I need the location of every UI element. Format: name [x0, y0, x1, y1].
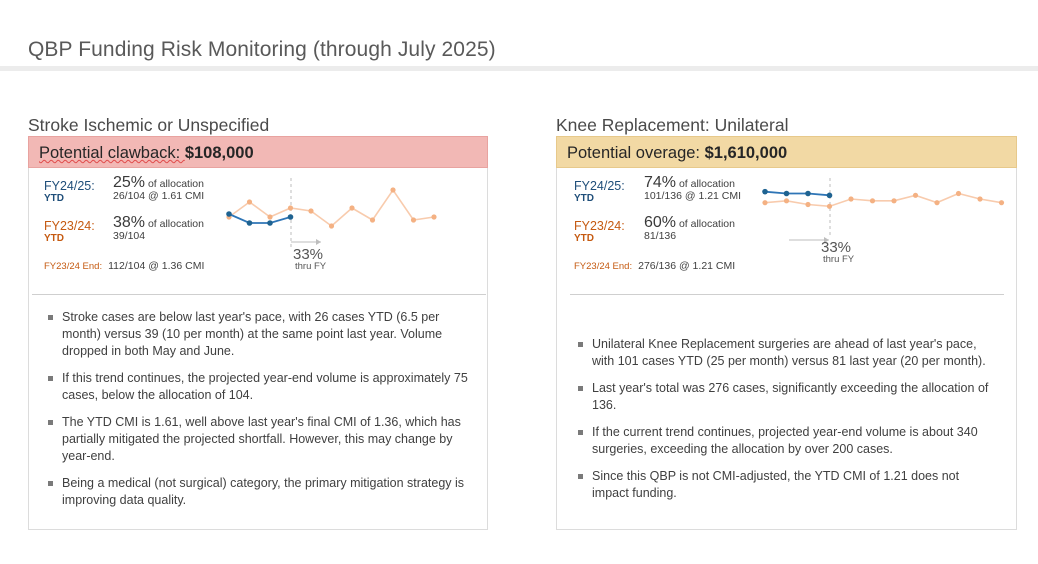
fy2425-value: 25% of allocation 26/104 @ 1.61 CMI: [113, 174, 205, 203]
prior-year-point: [955, 190, 962, 197]
fy2324-end: FY23/24 End: 276/136 @ 1.21 CMI: [574, 260, 736, 272]
prior-year-point: [390, 187, 396, 193]
fy2425-sub: YTD: [574, 193, 594, 204]
bullet-item: Being a medical (not surgical) category,…: [44, 475, 474, 509]
current-year-point: [762, 188, 768, 195]
current-year-line: [228, 213, 291, 224]
prior-year-point: [998, 200, 1005, 206]
fy2324-sub: YTD: [574, 233, 594, 244]
projection-pct: 33%: [821, 239, 852, 256]
bullet-item: If the current trend continues, projecte…: [574, 424, 994, 458]
stroke-card: FY24/25: YTD 25% of allocation 26/104 @ …: [28, 168, 488, 530]
prior-year-point: [349, 205, 355, 211]
projection-pct: 33%: [293, 246, 324, 263]
knee-panel: Knee Replacement: Unilateral Potential o…: [556, 114, 1017, 530]
fy2425-label: FY24/25: YTD: [574, 179, 625, 205]
fy2324-value: 38% of allocation 39/104: [113, 214, 204, 243]
stroke-panel: Stroke Ischemic or Unspecified Potential…: [28, 114, 488, 530]
fy2324-sub: YTD: [44, 233, 64, 244]
prior-year-point: [431, 214, 437, 220]
banner-amount: $108,000: [184, 144, 254, 162]
fy2425-label: FY24/25: YTD: [44, 179, 95, 205]
sparkline: [226, 178, 437, 248]
prior-year-point: [848, 196, 854, 202]
bullet-list: Unilateral Knee Replacement surgeries ar…: [574, 336, 994, 512]
projection-sub: thru FY: [823, 254, 855, 265]
sparkline: [762, 178, 1005, 243]
prior-year-point: [762, 200, 768, 206]
fy2425-value: 74% of allocation 101/136 @ 1.21 CMI: [644, 174, 742, 203]
current-year-point: [267, 220, 273, 226]
stats-block: FY24/25: YTD 25% of allocation 26/104 @ …: [29, 168, 487, 286]
fy2324-label: FY23/24: YTD: [574, 219, 625, 245]
prior-year-point: [891, 198, 897, 204]
prior-year-point: [805, 201, 811, 208]
prior-year-point: [783, 198, 790, 204]
fy2324-end: FY23/24 End: 112/104 @ 1.36 CMI: [44, 260, 205, 272]
divider: [32, 294, 486, 295]
fy2324-value: 60% of allocation 81/136: [644, 214, 735, 243]
prior-year-line: [228, 188, 435, 228]
panel-heading: Knee Replacement: Unilateral: [556, 115, 789, 135]
prior-year-point: [328, 223, 335, 229]
current-year-point: [226, 211, 232, 217]
prior-year-point: [308, 208, 314, 214]
banner-label: Potential clawback:: [39, 144, 185, 162]
panel-heading: Stroke Ischemic or Unspecified: [28, 115, 270, 135]
knee-card: FY24/25: YTD 74% of allocation 101/136 @…: [556, 168, 1017, 530]
prior-year-point: [410, 217, 417, 223]
prior-year-point: [287, 205, 294, 211]
bullet-item: Since this QBP is not CMI-adjusted, the …: [574, 468, 994, 502]
prior-year-line: [764, 192, 1002, 208]
overage-banner: Potential overage: $1,610,000: [556, 136, 1017, 168]
fy2425-sub: YTD: [44, 193, 64, 204]
stats-block: FY24/25: YTD 74% of allocation 101/136 @…: [557, 168, 1016, 286]
current-year-point: [805, 190, 811, 197]
prior-year-point: [267, 214, 273, 220]
prior-year-point: [826, 203, 833, 209]
prior-year-point: [934, 200, 940, 206]
title-rule: [0, 66, 1038, 71]
projection-arrowhead: [824, 237, 829, 243]
bullet-list: Stroke cases are below last year's pace,…: [44, 309, 474, 519]
page-title: QBP Funding Risk Monitoring (through Jul…: [28, 38, 496, 61]
current-year-point: [246, 220, 253, 226]
clawback-banner: Potential clawback: $108,000: [28, 136, 488, 168]
prior-year-point: [977, 196, 983, 202]
bullet-item: Last year's total was 276 cases, signifi…: [574, 380, 994, 414]
current-year-point: [783, 190, 790, 197]
bullet-item: Stroke cases are below last year's pace,…: [44, 309, 474, 360]
bullet-item: The YTD CMI is 1.61, well above last yea…: [44, 414, 474, 465]
bullet-item: Unilateral Knee Replacement surgeries ar…: [574, 336, 994, 370]
projection-arrowhead: [316, 239, 321, 245]
prior-year-point: [246, 199, 253, 205]
projection-sub: thru FY: [295, 261, 327, 272]
banner-amount: $1,610,000: [704, 144, 788, 162]
banner-label: Potential overage:: [567, 144, 705, 162]
current-year-point: [287, 214, 294, 220]
bullet-item: If this trend continues, the projected y…: [44, 370, 474, 404]
current-year-point: [826, 192, 833, 199]
divider: [570, 294, 1004, 295]
current-year-line: [764, 190, 830, 197]
prior-year-point: [869, 198, 876, 204]
prior-year-point: [912, 192, 919, 198]
prior-year-point: [369, 217, 376, 223]
fy2324-label: FY23/24: YTD: [44, 219, 95, 245]
